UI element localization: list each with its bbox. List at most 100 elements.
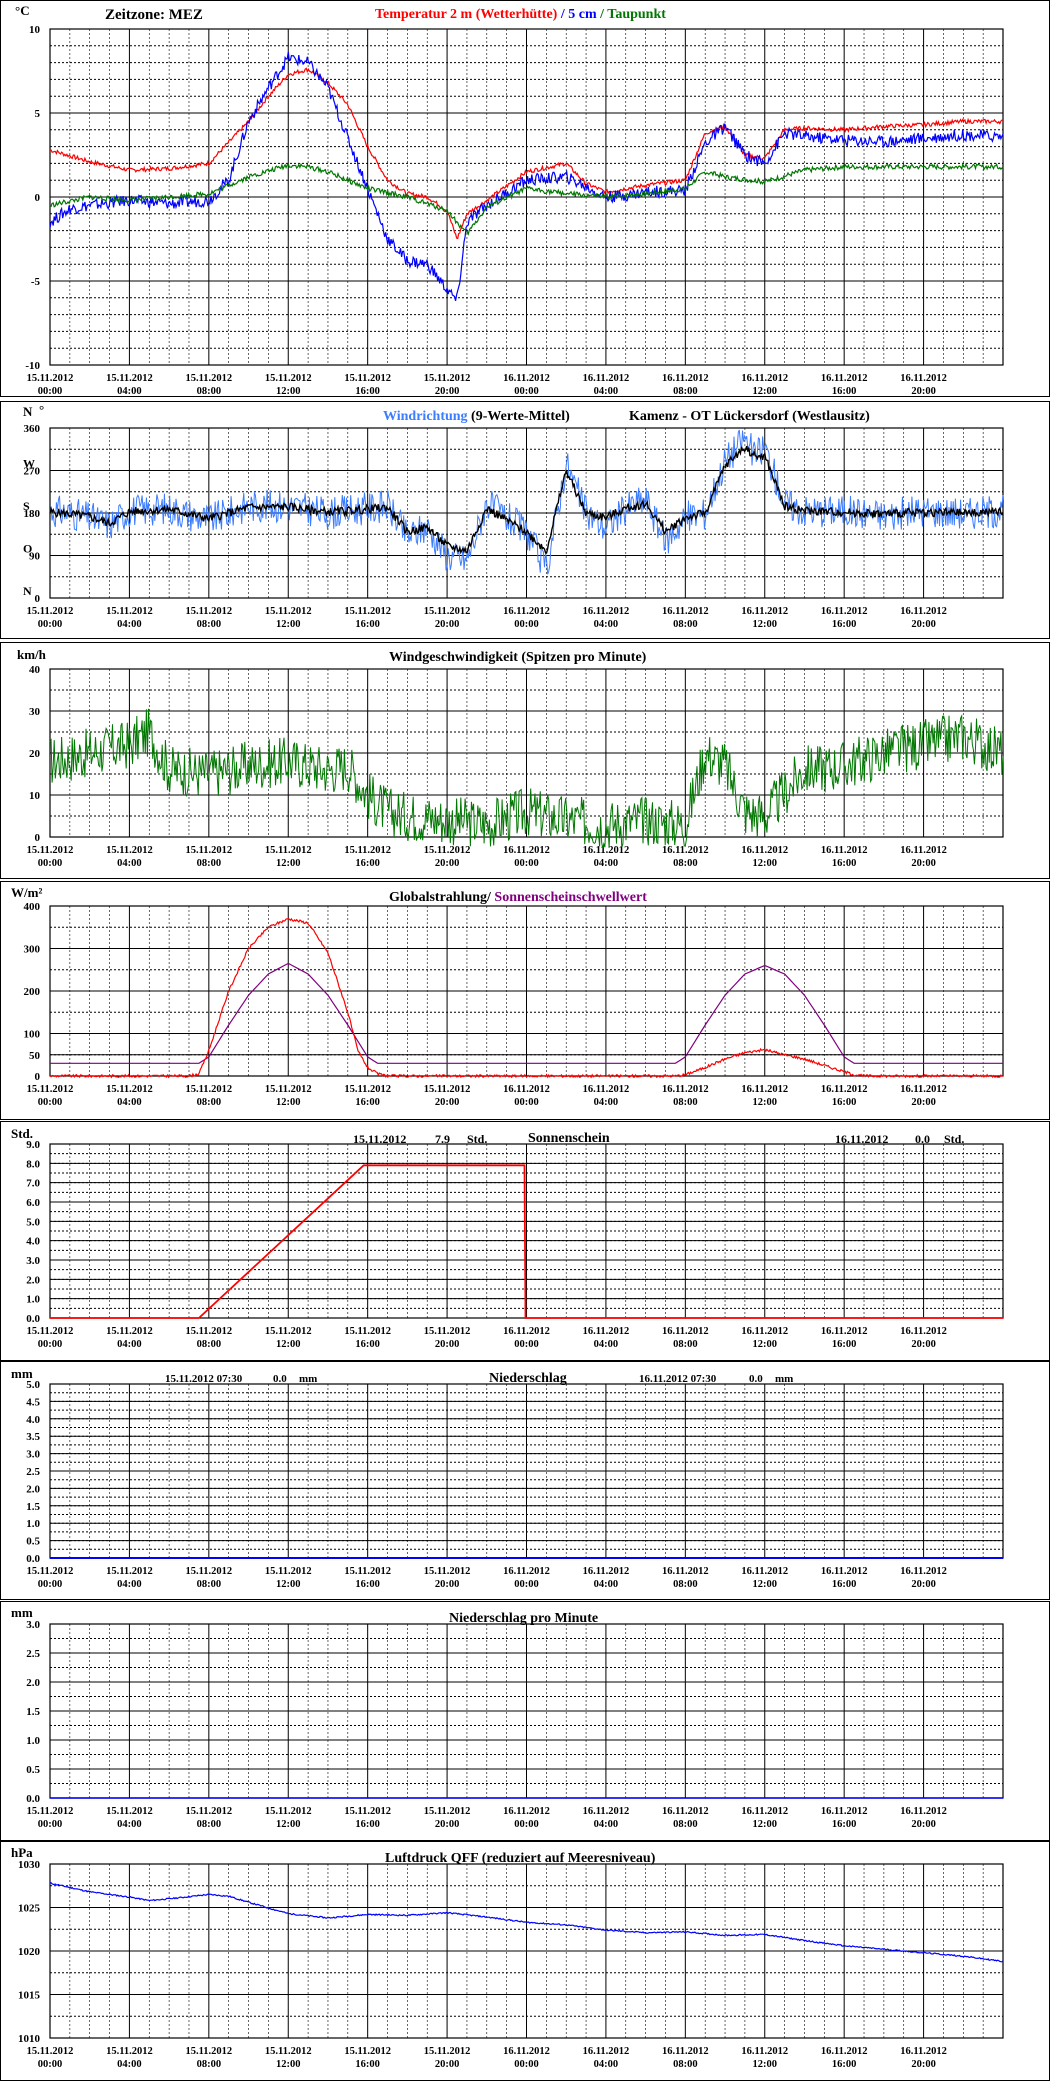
y-tick-label: 1020 [18,1946,41,1958]
x-tick-time: 12:00 [753,1097,778,1108]
x-tick-time: 04:00 [594,1819,619,1830]
wspd-series-line [49,708,1004,849]
x-tick-date: 16.11.2012 [821,373,868,384]
x-tick-time: 20:00 [435,1339,460,1350]
x-tick-date: 15.11.2012 [265,1806,312,1817]
x-tick-time: 08:00 [673,1819,698,1830]
x-tick-time: 16:00 [355,1579,380,1590]
x-tick-date: 15.11.2012 [106,845,153,856]
x-tick-date: 16.11.2012 [662,1806,709,1817]
x-tick-time: 04:00 [594,1579,619,1590]
rad-unit-label: W/m² [11,885,43,900]
wdir-title-blue: Windrichtung [383,409,468,424]
y-tick-label: 10 [29,790,41,802]
x-tick-time: 20:00 [911,1097,936,1108]
x-tick-date: 16.11.2012 [900,373,947,384]
x-tick-time: 08:00 [673,619,698,630]
wdir-unit-deg: ° [39,402,45,417]
prec-day2-date: 16.11.2012 07:30 [639,1373,717,1385]
plot-frame [49,1863,1004,2039]
sun-day2-date: 16.11.2012 [835,1132,889,1146]
x-tick-date: 15.11.2012 [27,845,74,856]
x-tick-time: 04:00 [594,619,619,630]
temp-series-line [49,52,1004,301]
rad-title: Globalstrahlung/ Sonnenscheinschwellwert [389,890,647,906]
x-tick-time: 00:00 [38,858,63,869]
x-tick-time: 12:00 [753,619,778,630]
y-tick-label: 50 [29,1050,41,1062]
y-tick-label: 90 [29,551,41,563]
x-tick-time: 00:00 [38,619,63,630]
prec-day1-value: 0.0 [273,1373,287,1385]
x-tick-time: 16:00 [832,1579,857,1590]
x-tick-date: 16.11.2012 [583,1806,630,1817]
y-tick-label: 10 [29,24,41,36]
x-tick-date: 16.11.2012 [662,373,709,384]
x-tick-date: 15.11.2012 [265,1566,312,1577]
x-tick-time: 08:00 [197,1097,222,1108]
x-tick-date: 15.11.2012 [344,1806,391,1817]
x-tick-date: 15.11.2012 [27,1806,74,1817]
x-tick-date: 16.11.2012 [583,373,630,384]
x-tick-time: 16:00 [355,386,380,397]
y-tick-label: 2.0 [26,1274,40,1286]
x-tick-date: 16.11.2012 [741,606,788,617]
sun-day1-date: 15.11.2012 [353,1132,407,1146]
x-tick-time: 20:00 [435,1097,460,1108]
x-tick-time: 12:00 [276,619,301,630]
x-tick-date: 15.11.2012 [424,373,471,384]
sun-day1-value: 7.9 [435,1132,450,1146]
x-tick-time: 20:00 [435,1579,460,1590]
x-tick-time: 08:00 [673,2059,698,2070]
x-tick-time: 12:00 [276,1097,301,1108]
sun-day2-value: 0.0 [915,1132,930,1146]
sun-title: Sonnenschein [528,1131,610,1146]
rad-title-purple: Sonnenscheinschwellwert [494,890,647,905]
x-tick-time: 12:00 [753,386,778,397]
x-tick-date: 16.11.2012 [821,1806,868,1817]
x-tick-date: 15.11.2012 [424,606,471,617]
wind-speed-panel: km/h Windgeschwindigkeit (Spitzen pro Mi… [0,642,1050,879]
temp-series-line [49,162,1004,236]
x-tick-time: 00:00 [38,1579,63,1590]
wdir-unit-n: N [23,404,33,419]
x-tick-time: 12:00 [753,2059,778,2070]
sunshine-line [50,1164,1003,1319]
y-tick-label: 2.5 [26,1648,40,1660]
x-tick-date: 16.11.2012 [741,845,788,856]
x-tick-date: 16.11.2012 [741,1566,788,1577]
precipitation-chart: 5.04.54.03.53.02.52.01.51.00.50.015.11.2… [26,1379,1004,1590]
x-tick-time: 08:00 [197,1579,222,1590]
y-tick-label: 0.5 [26,1536,40,1548]
x-tick-time: 08:00 [197,1339,222,1350]
x-tick-date: 16.11.2012 [503,845,550,856]
x-tick-time: 08:00 [673,1339,698,1350]
x-tick-time: 16:00 [355,1819,380,1830]
x-tick-time: 08:00 [673,1579,698,1590]
y-tick-label: 1010 [18,2033,41,2045]
x-tick-time: 12:00 [753,1819,778,1830]
x-tick-time: 00:00 [38,1339,63,1350]
precipitation-panel: mm 15.11.2012 07:30 0.0 mm Niederschlag … [0,1361,1050,1600]
temp-title-sep: / [560,7,565,22]
wdir-mean-line [49,445,1004,555]
x-tick-date: 16.11.2012 [662,1326,709,1337]
y-tick-label: 1025 [18,1903,41,1915]
x-tick-time: 12:00 [276,2059,301,2070]
x-tick-time: 12:00 [276,386,301,397]
plot-frame [49,28,1004,366]
temp-title: Temperatur 2 m (Wetterhütte) / 5 cm / Ta… [375,7,666,23]
x-tick-date: 16.11.2012 [821,1326,868,1337]
x-tick-time: 04:00 [117,619,142,630]
x-tick-date: 16.11.2012 [503,1566,550,1577]
x-tick-date: 15.11.2012 [424,1806,471,1817]
x-tick-date: 15.11.2012 [424,2046,471,2057]
precip-minute-panel: mm Niederschlag pro Minute 3.0 2.5 2.0 1.5 1… [0,1601,1050,1841]
radiation-chart: 40030020010050015.11.201200:0015.11.2012… [24,901,1004,1108]
x-tick-date: 15.11.2012 [344,845,391,856]
x-tick-time: 20:00 [435,619,460,630]
x-tick-time: 04:00 [594,2059,619,2070]
pressure-chart: 1030102510201015101015.11.201200:0015.11… [18,1859,1004,2070]
x-tick-date: 16.11.2012 [821,845,868,856]
x-tick-time: 08:00 [197,2059,222,2070]
